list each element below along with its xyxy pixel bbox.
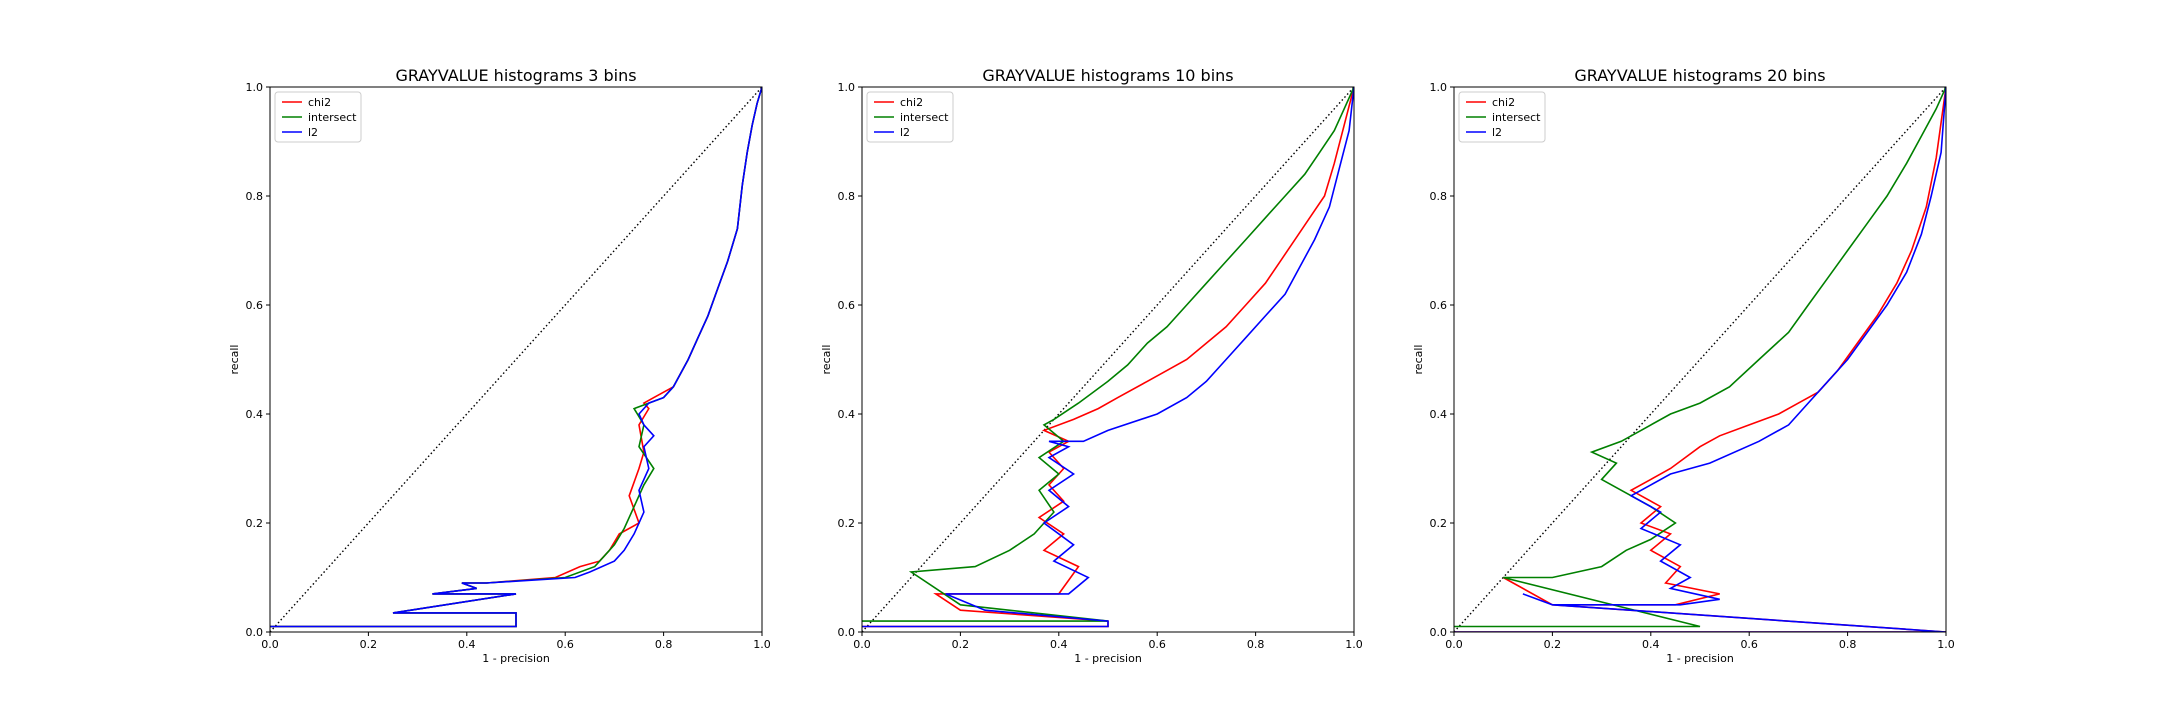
legend: chi2 intersect l2 bbox=[274, 91, 362, 143]
series-line-l2 bbox=[862, 87, 1354, 628]
x-tick-label: 0.2 bbox=[1544, 638, 1562, 651]
series-line-l2 bbox=[270, 87, 762, 628]
x-tick-label: 1.0 bbox=[753, 638, 771, 651]
series-line-l2 bbox=[1454, 87, 1946, 632]
x-tick-label: 0.4 bbox=[458, 638, 476, 651]
y-axis-label: recall bbox=[228, 345, 241, 375]
x-tick-label: 0.0 bbox=[1445, 638, 1463, 651]
x-tick-label: 0.8 bbox=[655, 638, 673, 651]
y-tick-label: 1.0 bbox=[1430, 81, 1448, 94]
legend-label-intersect: intersect bbox=[308, 111, 357, 124]
chart-panel-3: GRAYVALUE histograms 20 bins 0.0 0.2 0.4 0.6… bbox=[1412, 66, 1955, 665]
reference-diagonal bbox=[862, 87, 1354, 632]
plot-frame bbox=[1453, 86, 1947, 633]
y-tick-label: 1.0 bbox=[246, 81, 264, 94]
x-axis-label: 1 - precision bbox=[1666, 652, 1734, 665]
y-tick-label: 0.2 bbox=[838, 517, 856, 530]
x-tick-label: 0.2 bbox=[952, 638, 970, 651]
legend-box bbox=[274, 91, 362, 143]
y-tick-label: 0.8 bbox=[1430, 190, 1448, 203]
series-line-chi2 bbox=[862, 87, 1354, 628]
legend-label-chi2: chi2 bbox=[308, 96, 331, 109]
y-tick-label: 0.2 bbox=[246, 517, 264, 530]
chart-title: GRAYVALUE histograms 10 bins bbox=[982, 66, 1233, 85]
legend-label-chi2: chi2 bbox=[1492, 96, 1515, 109]
plot-frame bbox=[861, 86, 1355, 633]
y-tick-label: 0.6 bbox=[838, 299, 856, 312]
legend: chi2 intersect l2 bbox=[866, 91, 954, 143]
y-tick-label: 0.6 bbox=[1430, 299, 1448, 312]
chart-title: GRAYVALUE histograms 3 bins bbox=[395, 66, 636, 85]
y-tick-label: 0.2 bbox=[1430, 517, 1448, 530]
y-tick-label: 0.0 bbox=[246, 626, 264, 639]
y-tick-label: 0.0 bbox=[1430, 626, 1448, 639]
x-tick-label: 0.0 bbox=[853, 638, 871, 651]
x-tick-label: 0.4 bbox=[1050, 638, 1068, 651]
legend-label-l2: l2 bbox=[1492, 126, 1502, 139]
x-tick-label: 0.6 bbox=[556, 638, 574, 651]
legend-label-chi2: chi2 bbox=[900, 96, 923, 109]
chart-panel-2: GRAYVALUE histograms 10 bins 0.0 0.2 0.4 0.6… bbox=[820, 66, 1363, 665]
chart-panel-1: GRAYVALUE histograms 3 bins 0.0 0.2 0.4 0.6 0… bbox=[228, 66, 771, 665]
legend-box bbox=[866, 91, 954, 143]
legend-label-intersect: intersect bbox=[1492, 111, 1541, 124]
x-tick-label: 0.8 bbox=[1839, 638, 1857, 651]
x-tick-label: 0.2 bbox=[360, 638, 378, 651]
legend-label-intersect: intersect bbox=[900, 111, 949, 124]
y-tick-label: 0.4 bbox=[246, 408, 264, 421]
x-tick-label: 0.0 bbox=[261, 638, 279, 651]
reference-diagonal bbox=[1454, 87, 1946, 632]
legend: chi2 intersect l2 bbox=[1458, 91, 1546, 143]
x-axis-label: 1 - precision bbox=[1074, 652, 1142, 665]
y-tick-label: 0.4 bbox=[1430, 408, 1448, 421]
y-tick-label: 1.0 bbox=[838, 81, 856, 94]
y-tick-label: 0.4 bbox=[838, 408, 856, 421]
y-tick-label: 0.0 bbox=[838, 626, 856, 639]
x-tick-label: 0.8 bbox=[1247, 638, 1265, 651]
series-line-intersect bbox=[1454, 87, 1946, 628]
x-axis-label: 1 - precision bbox=[482, 652, 550, 665]
y-tick-label: 0.8 bbox=[838, 190, 856, 203]
series-line-intersect bbox=[862, 87, 1354, 622]
x-tick-label: 0.6 bbox=[1148, 638, 1166, 651]
legend-box bbox=[1458, 91, 1546, 143]
x-tick-label: 0.6 bbox=[1740, 638, 1758, 651]
legend-label-l2: l2 bbox=[308, 126, 318, 139]
x-tick-label: 0.4 bbox=[1642, 638, 1660, 651]
y-tick-label: 0.6 bbox=[246, 299, 264, 312]
y-axis-label: recall bbox=[1412, 345, 1425, 375]
x-tick-label: 1.0 bbox=[1937, 638, 1955, 651]
y-tick-label: 0.8 bbox=[246, 190, 264, 203]
x-tick-label: 1.0 bbox=[1345, 638, 1363, 651]
legend-label-l2: l2 bbox=[900, 126, 910, 139]
plot-frame bbox=[269, 86, 763, 633]
chart-title: GRAYVALUE histograms 20 bins bbox=[1574, 66, 1825, 85]
y-axis-label: recall bbox=[820, 345, 833, 375]
